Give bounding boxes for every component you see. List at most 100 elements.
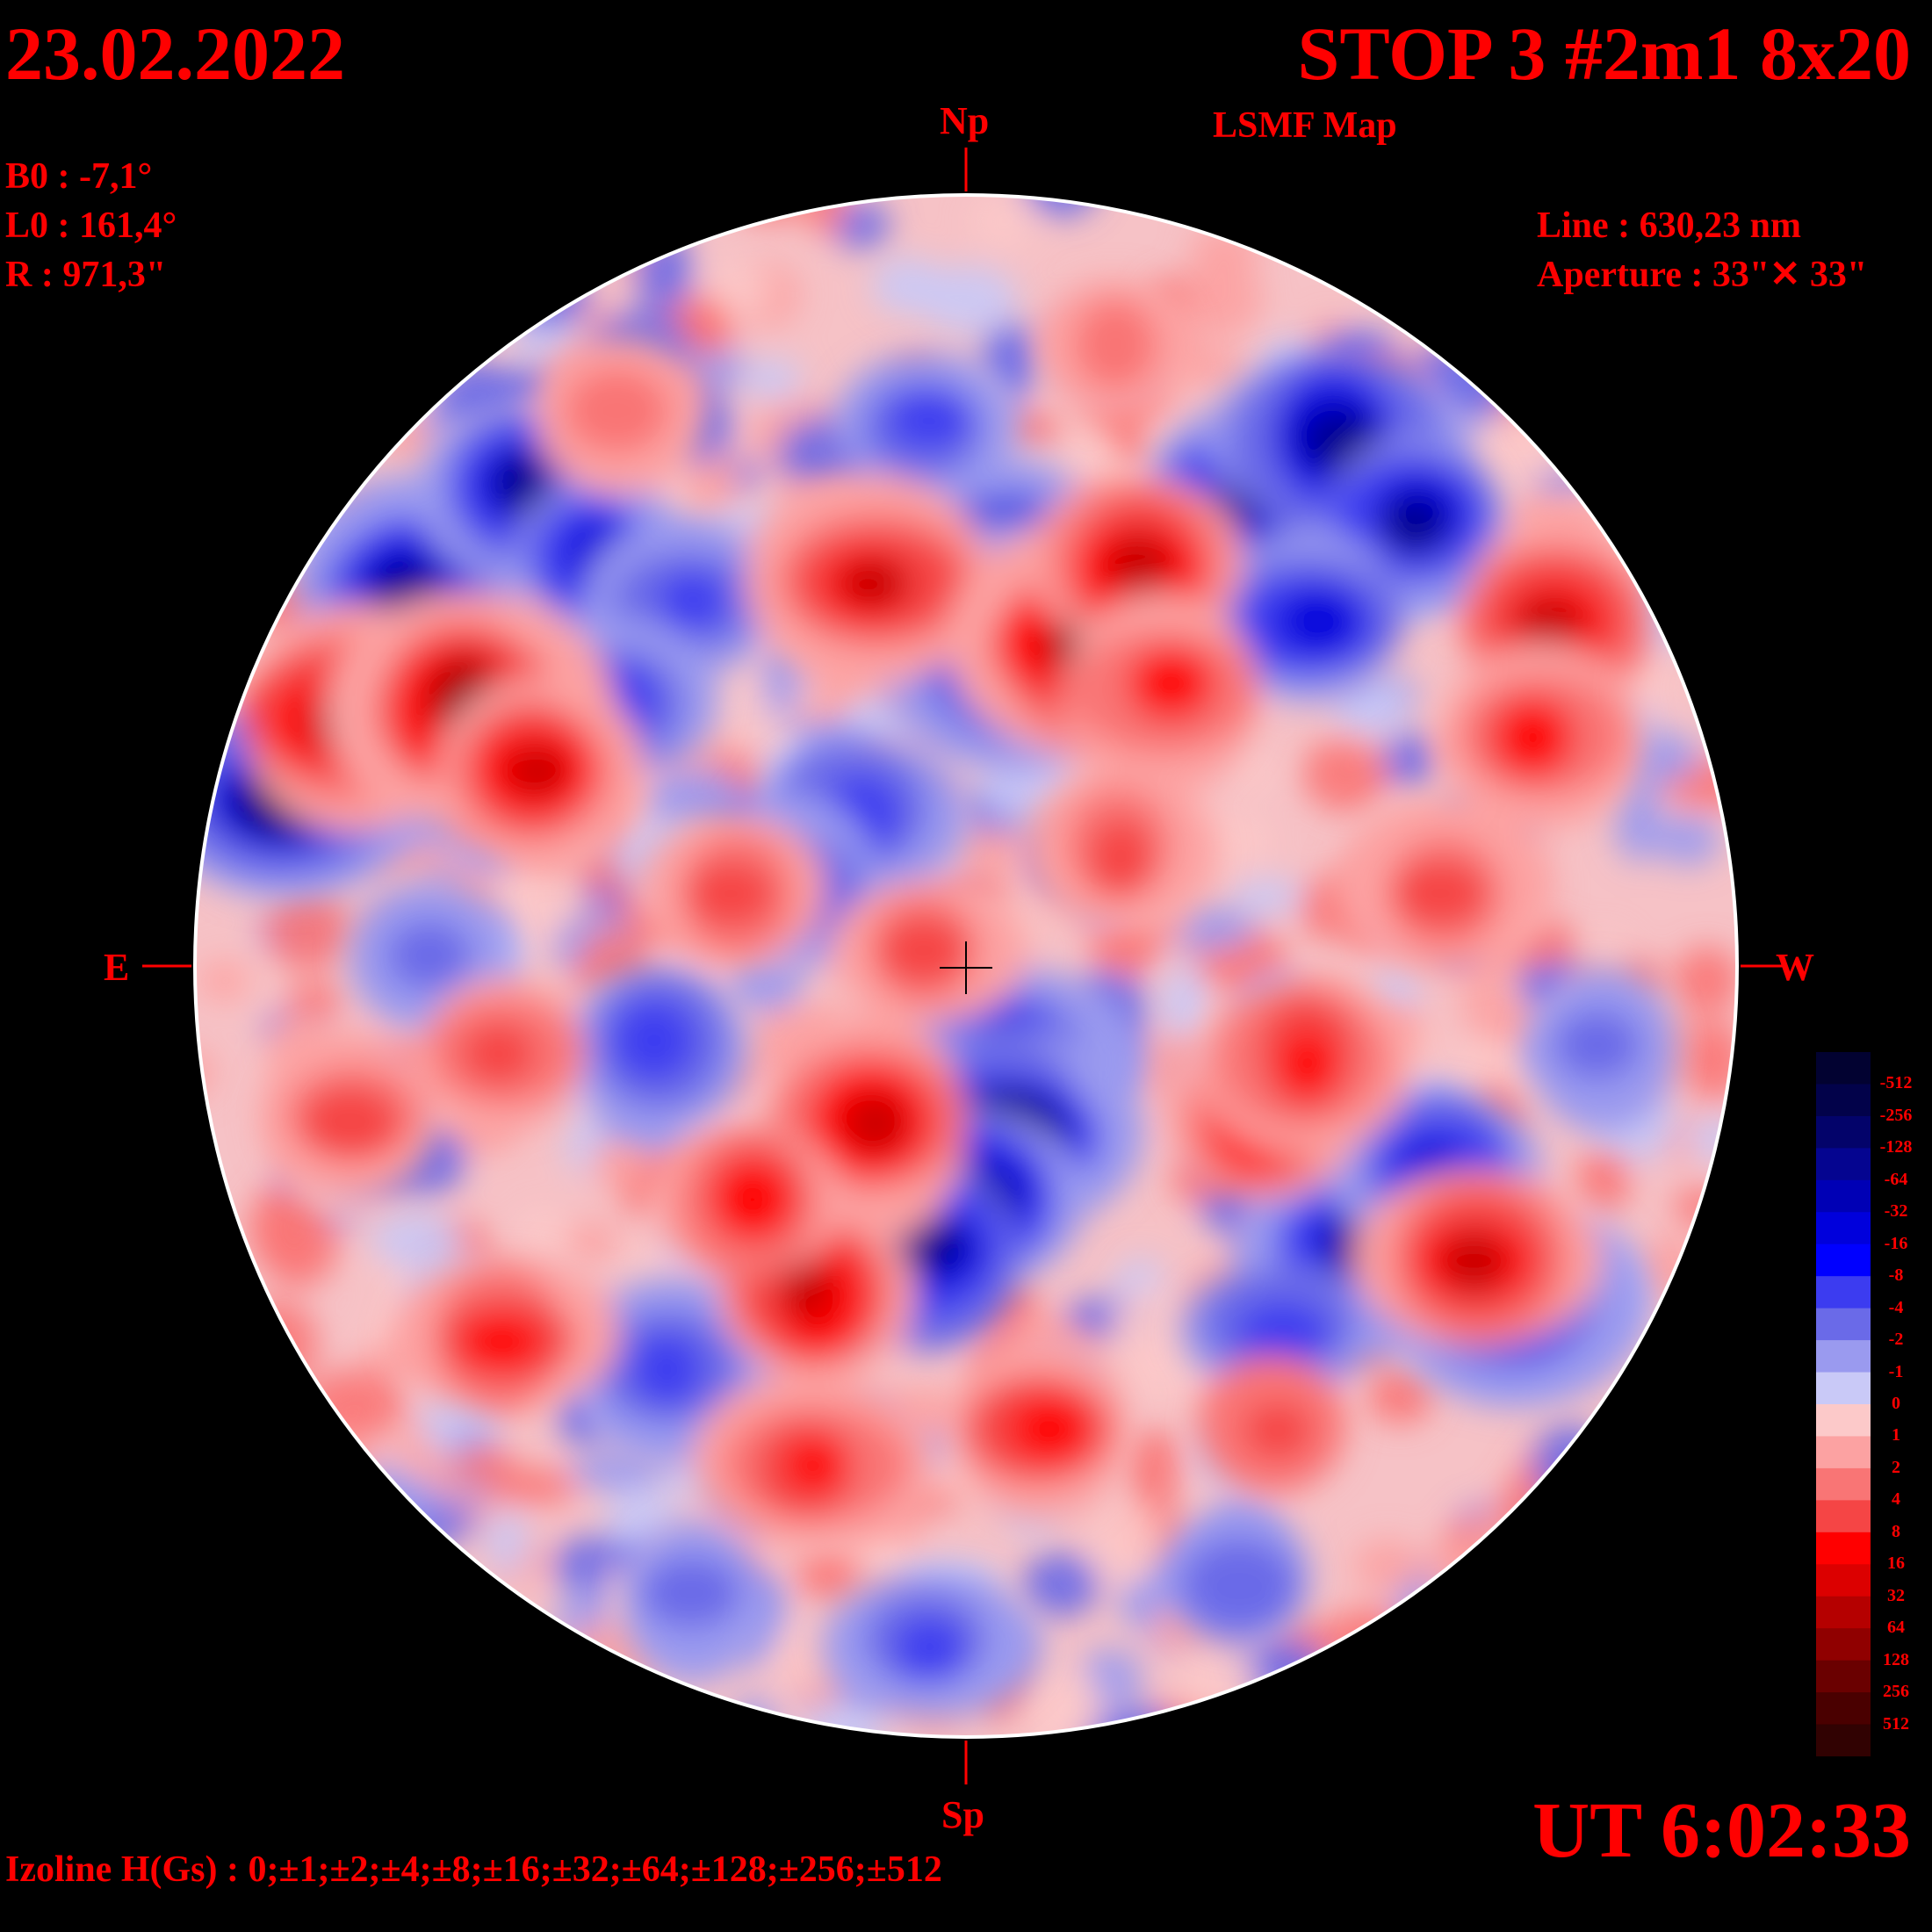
legend-label: 1	[1892, 1425, 1900, 1445]
legend-label: -64	[1884, 1169, 1908, 1189]
south-pole-label: Sp	[941, 1793, 984, 1836]
positive-field-patch	[1576, 1147, 1631, 1212]
legend-swatch	[1816, 1500, 1871, 1533]
positive-field-patch	[195, 1048, 216, 1098]
legend-label: -8	[1888, 1265, 1904, 1286]
legend-swatch	[1816, 1084, 1871, 1117]
negative-field-patch	[1614, 778, 1662, 863]
negative-field-patch	[570, 1449, 664, 1491]
positive-field-patch	[1086, 1501, 1164, 1586]
legend-label: -512	[1879, 1073, 1913, 1093]
positive-field-patch	[972, 196, 1034, 248]
negative-polarity-region	[640, 1557, 741, 1628]
positive-polarity-region	[846, 1094, 906, 1153]
negative-polarity-region	[1237, 1301, 1330, 1364]
legend-label: 4	[1892, 1489, 1900, 1510]
negative-polarity-region	[386, 920, 472, 991]
negative-polarity-region	[888, 392, 972, 449]
positive-polarity-region	[508, 746, 567, 797]
positive-field-patch	[451, 1445, 515, 1488]
positive-field-patch	[265, 889, 350, 970]
legend-label: -256	[1879, 1105, 1913, 1125]
legend-label: -128	[1879, 1137, 1913, 1157]
positive-polarity-region	[714, 1164, 790, 1236]
positive-polarity-region	[1244, 1402, 1312, 1460]
legend-swatch	[1816, 1052, 1871, 1085]
negative-polarity-region	[1554, 1010, 1640, 1080]
positive-field-patch	[732, 715, 797, 757]
positive-polarity-region	[1074, 299, 1157, 391]
legend-swatch	[1816, 1724, 1871, 1756]
legend-label: 32	[1887, 1585, 1905, 1605]
negative-field-patch	[832, 201, 890, 249]
positive-polarity-region	[1444, 1230, 1504, 1294]
negative-field-patch	[371, 1211, 463, 1269]
legend-label: -16	[1884, 1233, 1908, 1253]
positive-polarity-region	[1011, 1397, 1088, 1461]
positive-field-patch	[1176, 1638, 1256, 1720]
legend-swatch	[1816, 1372, 1871, 1405]
radius-parameter: R : 971,3"	[5, 255, 167, 295]
positive-polarity-region	[839, 559, 909, 608]
positive-field-patch	[1352, 1539, 1423, 1593]
legend-swatch	[1816, 1467, 1871, 1501]
positive-polarity-region	[1131, 653, 1209, 711]
negative-field-patch	[1655, 815, 1720, 866]
positive-field-patch	[590, 1137, 652, 1189]
west-label: W	[1776, 946, 1814, 989]
positive-field-patch	[804, 195, 846, 235]
positive-field-patch	[515, 1208, 572, 1263]
negative-field-patch	[487, 1509, 530, 1576]
legend-swatch	[1816, 1308, 1871, 1341]
positive-field-patch	[1140, 1701, 1231, 1737]
positive-polarity-region	[462, 1316, 541, 1369]
universal-time: UT 6:02:33	[1532, 1787, 1911, 1874]
positive-polarity-region	[779, 1254, 833, 1320]
map-subtitle: LSMF Map	[1213, 105, 1397, 146]
negative-field-patch	[1333, 678, 1409, 736]
negative-polarity-region	[1301, 408, 1379, 472]
map-title: STOP 3 #2m1 8x20	[1297, 11, 1911, 96]
positive-field-patch	[797, 1546, 862, 1601]
legend-label: 512	[1883, 1713, 1909, 1734]
positive-polarity-region	[1500, 704, 1566, 772]
legend-swatch	[1816, 1628, 1871, 1662]
legend-swatch	[1816, 1340, 1871, 1373]
positive-field-patch	[1367, 1367, 1433, 1424]
negative-field-patch	[1023, 195, 1099, 217]
aperture-size: Aperture : 33"✕ 33"	[1537, 255, 1868, 295]
positive-field-patch	[561, 1221, 619, 1261]
negative-polarity-region	[659, 572, 725, 631]
legend-swatch	[1816, 1244, 1871, 1277]
disk-center-crosshair	[940, 941, 992, 994]
positive-field-patch	[1090, 917, 1161, 977]
legend-label: 2	[1892, 1457, 1900, 1477]
legend-label: -2	[1888, 1330, 1904, 1350]
legend-swatch	[1816, 1276, 1871, 1309]
legend-swatch	[1816, 1115, 1871, 1149]
negative-polarity-region	[1180, 1538, 1299, 1634]
positive-field-patch	[1182, 256, 1264, 338]
positive-polarity-region	[1515, 597, 1583, 651]
negative-polarity-region	[895, 1617, 965, 1681]
negative-field-patch	[742, 358, 804, 400]
negative-field-patch	[1021, 1552, 1100, 1618]
legend-swatch	[1816, 1596, 1871, 1629]
legend-swatch	[1816, 1564, 1871, 1597]
legend-swatch	[1816, 1179, 1871, 1213]
positive-field-patch	[1111, 1286, 1193, 1374]
negative-field-patch	[1375, 962, 1421, 1013]
legend-label: 16	[1887, 1554, 1905, 1574]
negative-polarity-region	[613, 999, 696, 1081]
legend-label: -4	[1888, 1297, 1904, 1317]
north-pole-label: Np	[940, 99, 990, 142]
positive-field-patch	[950, 828, 1024, 876]
positive-polarity-region	[686, 861, 775, 926]
positive-polarity-region	[879, 917, 969, 984]
legend-label: -1	[1888, 1361, 1904, 1381]
negative-field-patch	[1532, 1424, 1606, 1506]
positive-polarity-region	[461, 1022, 536, 1085]
positive-polarity-region	[300, 1085, 399, 1160]
positive-field-patch	[1324, 1608, 1410, 1670]
